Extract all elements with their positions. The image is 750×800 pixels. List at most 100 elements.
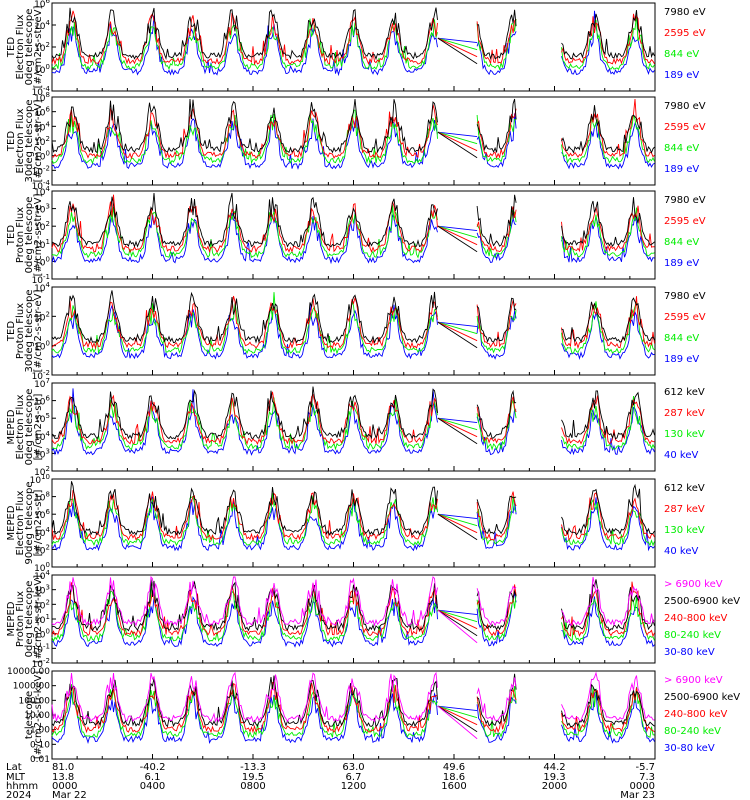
series-trace bbox=[561, 10, 655, 76]
footer-value: 1600 bbox=[441, 781, 466, 792]
legend-entry: 7980 eV bbox=[664, 101, 706, 112]
series-trace bbox=[561, 301, 655, 354]
series-trace bbox=[476, 491, 517, 541]
gap-interpolation bbox=[437, 513, 478, 541]
gap-interpolation bbox=[437, 131, 478, 159]
series-trace bbox=[51, 391, 438, 446]
series-trace bbox=[561, 483, 655, 536]
legend-entry: 287 keV bbox=[664, 408, 705, 419]
gap-interpolation bbox=[437, 321, 478, 335]
footer-row-label: 2024 bbox=[6, 790, 31, 800]
y-tick-label: 100 bbox=[34, 561, 50, 574]
legend-entry: 2595 eV bbox=[664, 28, 706, 39]
gap-interpolation bbox=[437, 609, 478, 644]
y-tick-label: 108 bbox=[34, 491, 50, 504]
y-tick-label: 102 bbox=[34, 543, 50, 556]
series-trace bbox=[561, 686, 655, 738]
y-tick-label: 103 bbox=[34, 203, 50, 216]
y-axis-label: 90deg telescope bbox=[24, 481, 35, 564]
series-trace bbox=[51, 194, 438, 254]
legend-entry: 612 keV bbox=[664, 387, 705, 398]
series-trace bbox=[51, 10, 438, 66]
gap-interpolation bbox=[437, 513, 478, 520]
y-axis-label: [#/cm2-s-str-eV] bbox=[33, 6, 44, 89]
gap-interpolation bbox=[437, 131, 478, 145]
legend-entry: 189 eV bbox=[664, 354, 699, 365]
series-trace bbox=[51, 212, 438, 265]
series-trace bbox=[51, 109, 438, 165]
footer-value: 19.3 bbox=[543, 772, 565, 783]
y-axis-label: 0deg telescope bbox=[24, 389, 35, 466]
series-trace bbox=[561, 492, 655, 541]
series-trace bbox=[51, 496, 438, 552]
y-axis-label: 30deg telescope bbox=[24, 289, 35, 372]
series-trace bbox=[561, 406, 655, 456]
footer-value: 81.0 bbox=[52, 762, 74, 773]
legend-entry: 30-80 keV bbox=[664, 743, 715, 754]
y-tick-label: 103 bbox=[34, 584, 50, 597]
series-trace bbox=[561, 671, 655, 722]
y-tick-label: 10-2 bbox=[32, 369, 50, 382]
footer-row-label: hhmm bbox=[6, 781, 38, 792]
y-axis-label: [#/cm2-s-str] bbox=[33, 489, 44, 556]
legend-entry: 2595 eV bbox=[664, 216, 706, 227]
series-trace bbox=[476, 108, 517, 160]
y-axis-label: MEPED bbox=[6, 505, 17, 540]
legend-entry: 189 eV bbox=[664, 70, 699, 81]
y-axis-label: MEPED bbox=[6, 601, 17, 636]
y-axis-label: [#/cm2-s-str-keV] bbox=[33, 575, 44, 663]
footer-value: 13.8 bbox=[52, 772, 74, 783]
legend-entry: 240-800 keV bbox=[664, 613, 728, 624]
y-tick-label: 0.01 bbox=[30, 755, 50, 765]
gap-interpolation bbox=[437, 37, 478, 65]
y-tick-label: 102 bbox=[34, 310, 50, 323]
gap-interpolation bbox=[437, 37, 478, 44]
footer-value: 0000 bbox=[630, 781, 655, 792]
series-trace bbox=[51, 295, 438, 350]
legend-entry: 40 keV bbox=[664, 450, 698, 461]
y-tick-label: 10.00 bbox=[24, 711, 50, 721]
legend-entry: > 6900 keV bbox=[664, 579, 723, 590]
series-trace bbox=[561, 683, 655, 728]
y-tick-label: 100 bbox=[34, 628, 50, 641]
legend-entry: 844 eV bbox=[664, 143, 699, 154]
series-trace bbox=[51, 578, 438, 632]
series-trace bbox=[561, 297, 655, 344]
series-trace bbox=[476, 18, 517, 71]
y-tick-label: 10-4 bbox=[32, 179, 51, 192]
series-trace bbox=[51, 192, 438, 248]
series-trace bbox=[51, 7, 438, 61]
legend-entry: 7980 eV bbox=[664, 195, 706, 206]
y-tick-label: 1010 bbox=[30, 473, 50, 486]
series-trace bbox=[476, 113, 517, 168]
series-trace bbox=[51, 290, 438, 345]
series-trace bbox=[476, 696, 517, 743]
y-tick-label: 10-1 bbox=[32, 642, 50, 655]
footer-row-label: Lat bbox=[6, 762, 22, 773]
y-axis-label: Electron Flux bbox=[15, 14, 26, 79]
series-trace bbox=[51, 104, 438, 160]
gap-interpolation bbox=[437, 609, 478, 637]
gap-interpolation bbox=[437, 417, 478, 424]
y-tick-label: 100 bbox=[34, 255, 50, 268]
series-trace bbox=[51, 582, 438, 637]
y-tick-label: 100 bbox=[34, 340, 50, 353]
gap-interpolation bbox=[437, 225, 478, 253]
panel-frame bbox=[51, 478, 656, 568]
y-axis-label: [#/cm2-s-str-keV] bbox=[33, 671, 44, 759]
legend-entry: 189 eV bbox=[664, 164, 699, 175]
y-axis-label: 0deg telescope bbox=[24, 197, 35, 274]
y-tick-label: 104 bbox=[34, 185, 50, 198]
footer-row-label: MLT bbox=[6, 772, 26, 783]
y-tick-label: 10000.00 bbox=[7, 667, 50, 677]
gap-interpolation bbox=[437, 131, 478, 138]
y-tick-label: 105 bbox=[34, 412, 50, 425]
series-trace bbox=[561, 396, 655, 450]
gap-interpolation bbox=[437, 321, 478, 342]
series-trace bbox=[561, 296, 655, 350]
gap-interpolation bbox=[437, 705, 478, 740]
